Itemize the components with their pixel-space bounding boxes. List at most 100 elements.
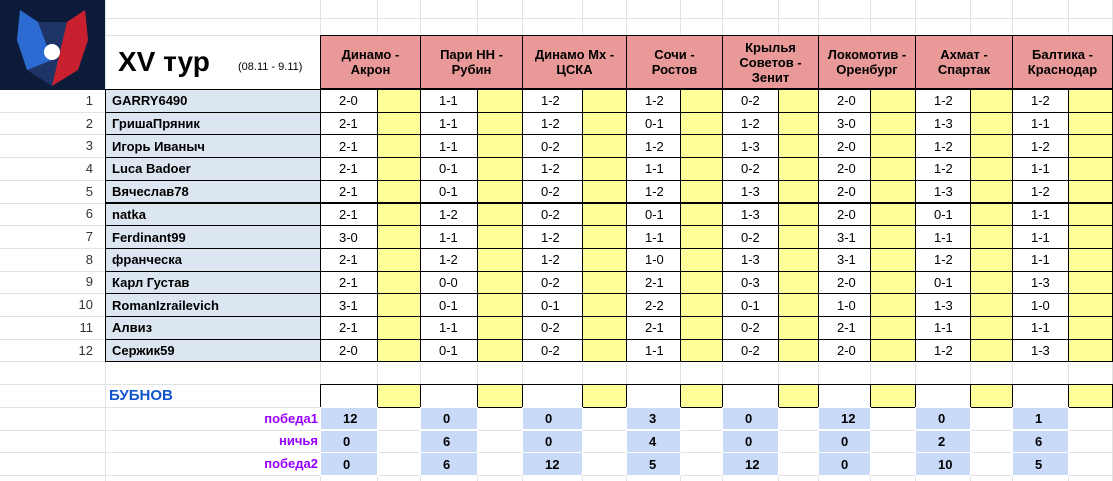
yellow-cell [477, 89, 523, 113]
yellow-cell [970, 338, 1013, 363]
yellow-cell [1068, 202, 1113, 227]
yellow-cell [582, 111, 627, 136]
score-cell: 1-1 [420, 89, 478, 113]
player-name: Сержик59 [105, 338, 321, 363]
yellow-cell [778, 293, 819, 317]
yellow-cell [477, 316, 523, 340]
yellow-cell [1068, 179, 1113, 204]
score-cell: 2-1 [626, 270, 681, 295]
yellow-cell [377, 270, 421, 295]
yellow-cell [870, 225, 916, 249]
score-cell: 3-1 [818, 225, 871, 249]
yellow-cell [477, 179, 523, 204]
score-cell: 1-0 [626, 247, 681, 272]
score-cell: 0-2 [522, 202, 583, 227]
yellow-cell [970, 89, 1013, 113]
stat-cell: 0 [915, 406, 971, 431]
match-header: Динамо - Акрон [320, 35, 421, 89]
yellow-cell [1068, 89, 1113, 113]
stat-cell: 4 [626, 429, 681, 454]
yellow-cell [582, 247, 627, 272]
player-name: GARRY6490 [105, 89, 321, 113]
bubnov-cell [626, 384, 681, 408]
yellow-cell [377, 338, 421, 363]
yellow-cell [582, 202, 627, 227]
yellow-cell [582, 293, 627, 317]
yellow-cell [582, 225, 627, 249]
score-cell: 1-1 [1012, 202, 1069, 227]
yellow-cell [1068, 111, 1113, 136]
bubnov-cell [320, 384, 378, 408]
score-cell: 1-1 [626, 225, 681, 249]
yellow-cell [778, 338, 819, 363]
bubnov-cell [522, 384, 583, 408]
yellow-cell [582, 270, 627, 295]
score-cell: 0-1 [915, 270, 971, 295]
stat-label: ничья [279, 433, 318, 449]
stat-cell: 6 [1012, 429, 1069, 454]
yellow-cell [870, 157, 916, 181]
score-cell: 2-1 [320, 111, 378, 136]
yellow-cell [970, 179, 1013, 204]
yellow-cell [778, 225, 819, 249]
yellow-cell [1068, 134, 1113, 159]
yellow-cell [870, 247, 916, 272]
score-cell: 2-1 [320, 247, 378, 272]
score-cell: 0-1 [626, 202, 681, 227]
match-header: Балтика - Краснодар [1012, 35, 1113, 89]
stat-label: победа1 [264, 410, 318, 426]
yellow-cell [680, 202, 723, 227]
yellow-cell [377, 225, 421, 249]
yellow-cell [778, 111, 819, 136]
yellow-cell [1068, 316, 1113, 340]
player-name: Luca Badoer [105, 157, 321, 181]
score-cell: 2-1 [320, 134, 378, 159]
match-header: Сочи - Ростов [626, 35, 723, 89]
score-cell: 1-2 [915, 157, 971, 181]
yellow-cell [377, 179, 421, 204]
score-cell: 2-1 [626, 316, 681, 340]
player-name: Игорь Иваныч [105, 134, 321, 159]
yellow-cell [680, 384, 723, 408]
stat-cell: 0 [722, 429, 779, 454]
score-cell: 2-1 [818, 316, 871, 340]
score-cell: 2-0 [818, 134, 871, 159]
yellow-cell [477, 338, 523, 363]
score-cell: 0-1 [915, 202, 971, 227]
yellow-cell [582, 89, 627, 113]
yellow-cell [778, 89, 819, 113]
logo [0, 0, 105, 90]
row-number: 8 [85, 251, 93, 267]
score-cell: 0-2 [522, 134, 583, 159]
yellow-cell [680, 157, 723, 181]
yellow-cell [1068, 384, 1113, 408]
score-cell: 1-3 [915, 111, 971, 136]
score-cell: 2-0 [818, 202, 871, 227]
yellow-cell [778, 202, 819, 227]
yellow-cell [870, 384, 916, 408]
bubnov-cell [722, 384, 779, 408]
score-cell: 2-0 [320, 89, 378, 113]
yellow-cell [970, 316, 1013, 340]
score-cell: 2-1 [320, 157, 378, 181]
yellow-cell [870, 202, 916, 227]
score-cell: 0-1 [420, 157, 478, 181]
yellow-cell [680, 316, 723, 340]
score-cell: 0-2 [722, 157, 779, 181]
yellow-cell [582, 179, 627, 204]
match-header: Ахмат - Спартак [915, 35, 1013, 89]
score-cell: 1-3 [722, 247, 779, 272]
score-cell: 1-2 [522, 89, 583, 113]
yellow-cell [778, 316, 819, 340]
row-number: 5 [85, 183, 93, 199]
yellow-cell [477, 293, 523, 317]
row-number: 12 [78, 342, 93, 358]
score-cell: 0-0 [420, 270, 478, 295]
yellow-cell [377, 293, 421, 317]
score-cell: 1-1 [1012, 316, 1069, 340]
stat-cell: 0 [320, 429, 378, 454]
score-cell: 1-3 [915, 293, 971, 317]
yellow-cell [477, 270, 523, 295]
score-cell: 1-2 [626, 89, 681, 113]
